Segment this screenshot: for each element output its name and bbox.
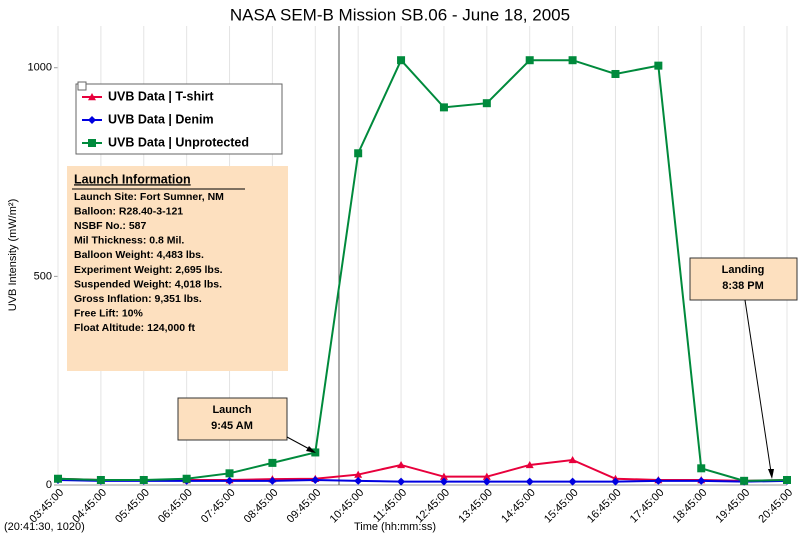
launch-arrowhead [306, 446, 316, 453]
marker [611, 69, 620, 78]
y-tick-label: 1000 [28, 62, 52, 74]
status-text: (20:41:30, 1020) [4, 521, 85, 533]
marker [568, 477, 577, 486]
y-tick-label: 500 [34, 270, 52, 282]
marker [354, 476, 363, 485]
landing-time: 8:38 PM [722, 280, 764, 292]
series-line [57, 478, 788, 483]
legend-entries: UVB Data | T-shirt UVB Data | Denim UVB Da… [82, 89, 249, 149]
info-title: Launch Information [74, 172, 191, 186]
marker [354, 470, 363, 478]
legend-label: UVB Data | Denim [108, 112, 214, 126]
info-line: Balloon Weight: 4,483 lbs. [74, 249, 204, 261]
marker [182, 474, 191, 483]
info-line: Experiment Weight: 2,695 lbs. [74, 264, 223, 276]
marker [268, 476, 277, 485]
info-line: Launch Site: Fort Sumner, NM [74, 191, 224, 203]
y-axis-label: UVB Intensity (mW/m²) [7, 199, 19, 311]
launch-time: 9:45 AM [211, 420, 253, 432]
landing-label: Landing [722, 264, 765, 276]
launch-label: Launch [212, 404, 251, 416]
info-line: NSBF No.: 587 [74, 220, 147, 232]
chart-title: NASA SEM-B Mission SB.06 - June 18, 2005 [230, 5, 570, 24]
marker [268, 458, 277, 467]
x-axis-label: Time (hh:mm:ss) [354, 521, 436, 533]
marker [311, 475, 320, 484]
info-line: Free Lift: 10% [74, 308, 144, 320]
marker [225, 476, 234, 485]
marker [354, 149, 363, 158]
marker [783, 475, 791, 484]
info-box [67, 166, 288, 371]
marker [568, 455, 577, 464]
marker [54, 474, 62, 483]
legend-label: UVB Data | T-shirt [108, 89, 214, 103]
landing-box [689, 257, 798, 301]
launch-box [177, 397, 288, 441]
info-line: Mil Thickness: 0.8 Mil. [74, 235, 184, 247]
marker [525, 477, 534, 486]
marker [482, 472, 491, 480]
marker [525, 460, 534, 469]
marker [88, 116, 96, 124]
marker [525, 56, 534, 65]
marker [397, 56, 406, 65]
marker [482, 477, 491, 486]
info-line: Float Altitude: 124,000 ft [74, 322, 195, 334]
legend-label: UVB Data | Unprotected [108, 135, 249, 149]
legend-close[interactable] [77, 81, 87, 91]
info-lines: Launch Site: Fort Sumner, NM Balloon: R28… [74, 191, 224, 334]
info-line: Gross Inflation: 9,351 lbs. [74, 293, 202, 305]
marker [397, 460, 406, 469]
marker [139, 475, 148, 484]
landing-arrowhead [768, 469, 774, 479]
marker [439, 477, 448, 486]
info-line: Suspended Weight: 4,018 lbs. [74, 278, 222, 290]
marker [397, 477, 406, 486]
marker [439, 472, 448, 480]
y-tick-label: 0 [46, 479, 52, 491]
marker [740, 476, 749, 485]
marker [654, 61, 663, 70]
marker [96, 475, 105, 484]
marker [654, 476, 663, 485]
marker [697, 464, 706, 473]
marker [88, 93, 96, 101]
marker [482, 99, 491, 108]
marker [88, 139, 96, 147]
marker [611, 477, 620, 486]
marker [225, 469, 234, 478]
legend [75, 83, 283, 155]
marker [568, 56, 577, 65]
marker [697, 476, 706, 485]
series-line [57, 58, 788, 482]
landing-arrow [744, 299, 772, 473]
info-line: Balloon: R28.40-3-121 [74, 205, 183, 217]
marker [439, 103, 448, 112]
